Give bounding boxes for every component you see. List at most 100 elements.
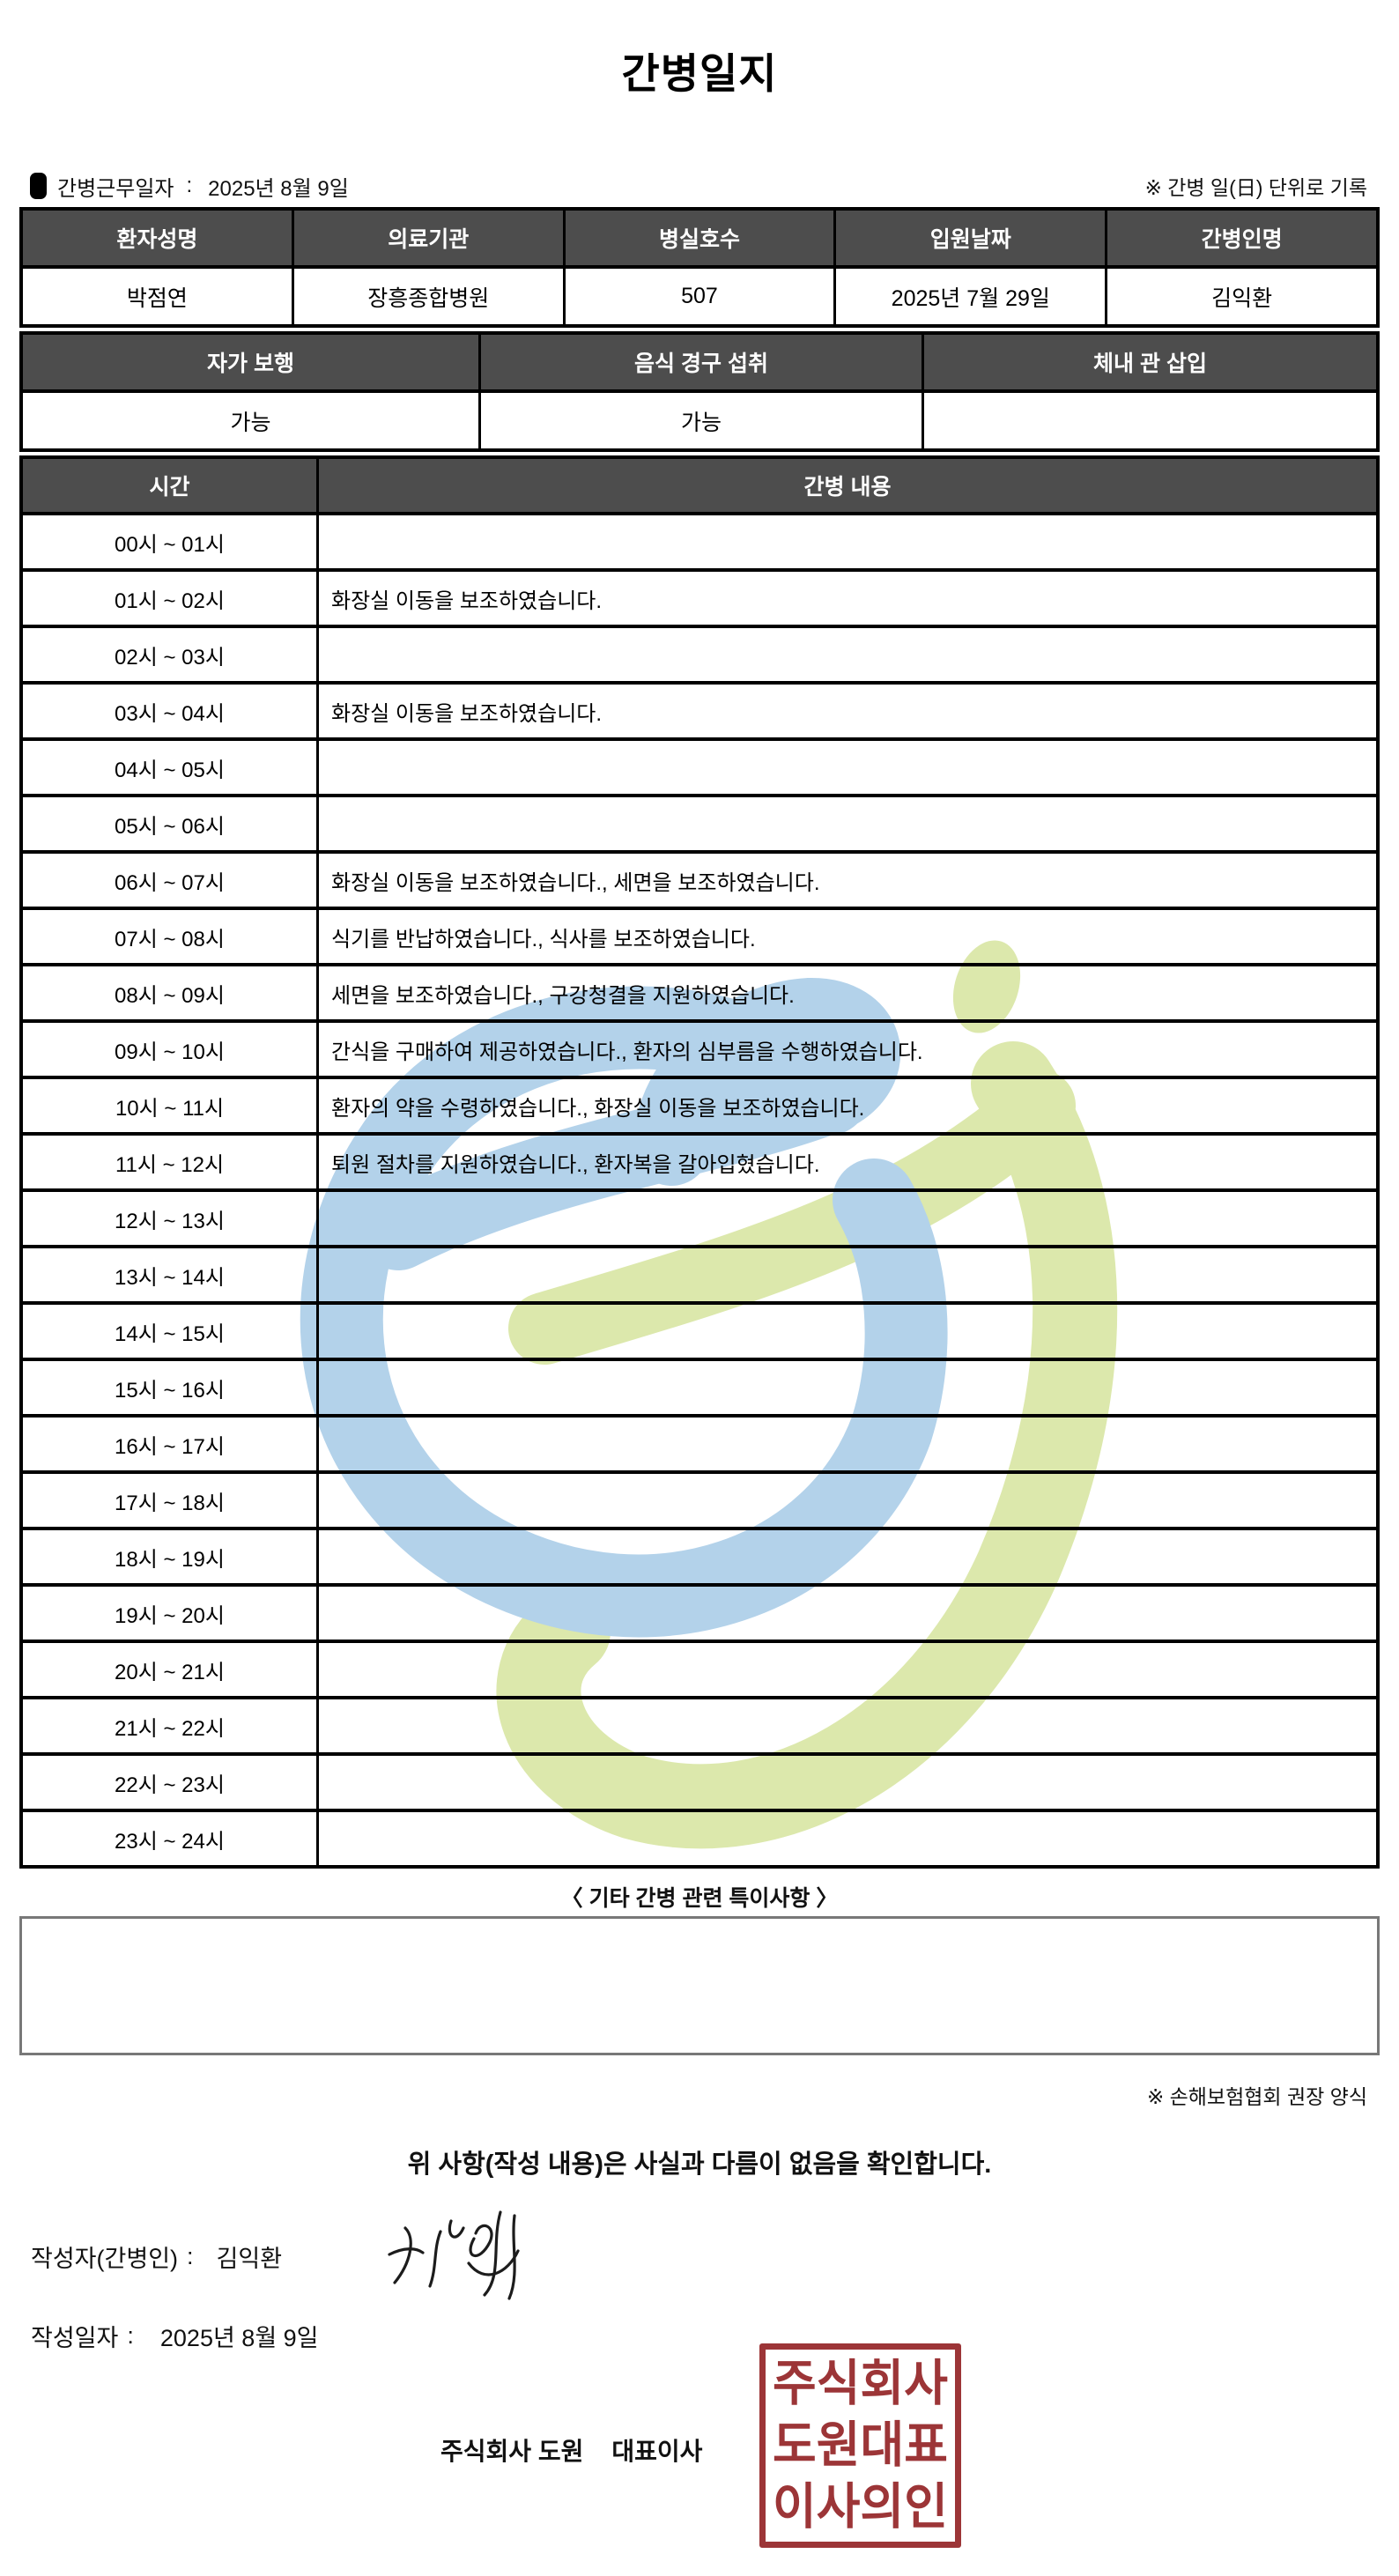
- care-content-cell: [319, 1530, 1376, 1583]
- notes-heading: 〈 기타 간병 관련 특이사항 〉: [560, 1886, 839, 1911]
- care-content-cell: [319, 1756, 1376, 1809]
- time-range-cell: 20시 ~ 21시: [23, 1643, 316, 1696]
- care-content-cell: [319, 1699, 1376, 1752]
- stamp-character: 원: [816, 2417, 861, 2474]
- care-content-cell: 간식을 구매하여 제공하였습니다., 환자의 심부름을 수행하였습니다.: [319, 1023, 1376, 1076]
- time-range-cell: 01시 ~ 02시: [23, 572, 316, 625]
- stamp-character: 의: [860, 2479, 905, 2535]
- status-table-value: 가능: [481, 393, 922, 448]
- company-line: 주식회사 도원 대표이사: [440, 2432, 702, 2468]
- patient-table-value: 박점연: [23, 269, 292, 324]
- stamp-character: 인: [904, 2479, 948, 2535]
- care-content-cell: 세면을 보조하였습니다., 구강청결을 지원하였습니다.: [319, 966, 1376, 1019]
- written-date-colon: :: [127, 2321, 134, 2349]
- writer-line: 작성자(간병인) : 김익환: [0, 2210, 1399, 2300]
- written-date-label: 작성일자: [31, 2324, 119, 2351]
- stamp-character: 이: [773, 2479, 817, 2535]
- form-note: ※ 손해보험협회 권장 양식: [1146, 2085, 1367, 2108]
- care-content-cell: [319, 797, 1376, 850]
- time-range-cell: 23시 ~ 24시: [23, 1812, 316, 1865]
- time-range-cell: 06시 ~ 07시: [23, 854, 316, 907]
- time-range-cell: 08시 ~ 09시: [23, 966, 316, 1019]
- time-range-cell: 09시 ~ 10시: [23, 1023, 316, 1076]
- care-content-cell: [319, 1587, 1376, 1640]
- status-table: 자가 보행 음식 경구 섭취 체내 관 삽입 가능 가능: [19, 331, 1380, 452]
- time-range-cell: 14시 ~ 15시: [23, 1305, 316, 1358]
- time-range-cell: 10시 ~ 11시: [23, 1079, 316, 1132]
- time-range-cell: 15시 ~ 16시: [23, 1361, 316, 1414]
- handwritten-signature: [388, 2210, 520, 2300]
- care-content-cell: [319, 515, 1376, 568]
- time-range-cell: 00시 ~ 01시: [23, 515, 316, 568]
- status-table-value: [924, 393, 1376, 448]
- stamp-character: 사: [816, 2479, 861, 2535]
- care-content-cell: [319, 1361, 1376, 1414]
- time-range-cell: 03시 ~ 04시: [23, 685, 316, 737]
- patient-table-value: 김익환: [1107, 269, 1376, 324]
- unit-note: ※ 간병 일(日) 단위로 기록: [1144, 176, 1367, 199]
- company-name: 주식회사 도원: [440, 2438, 584, 2465]
- time-range-cell: 21시 ~ 22시: [23, 1699, 316, 1752]
- patient-table-header: 환자성명: [23, 211, 292, 265]
- status-table-value: 가능: [23, 393, 478, 448]
- writer-label: 작성자(간병인): [31, 2245, 179, 2272]
- care-content-cell: [319, 1418, 1376, 1470]
- content-column-header: 간병 내용: [319, 459, 1376, 512]
- page-title: 간병일지: [621, 50, 778, 97]
- care-content-cell: [319, 628, 1376, 681]
- bullet-marker-icon: [30, 173, 47, 199]
- patient-table-header: 의료기관: [293, 211, 563, 265]
- status-table-header: 음식 경구 섭취: [481, 335, 922, 389]
- care-content-cell: [319, 741, 1376, 794]
- care-content-cell: [319, 1192, 1376, 1245]
- time-range-cell: 16시 ~ 17시: [23, 1418, 316, 1470]
- work-date-value: 2025년 8월 9일: [208, 176, 349, 201]
- written-date-value: 2025년 8월 9일: [159, 2324, 319, 2351]
- ceo-label: 대표이사: [611, 2438, 703, 2465]
- status-table-header: 체내 관 삽입: [924, 335, 1376, 389]
- patient-table-header: 입원날짜: [836, 211, 1106, 265]
- time-range-cell: 07시 ~ 08시: [23, 910, 316, 963]
- patient-table-value: 507: [565, 269, 834, 324]
- work-date-label: 간병근무일자: [57, 176, 174, 201]
- writer-colon: :: [187, 2242, 194, 2269]
- patient-table-value: 장흥종합병원: [293, 269, 563, 324]
- stamp-character: 대: [860, 2417, 905, 2474]
- care-content-cell: 식기를 반납하였습니다., 식사를 보조하였습니다.: [319, 910, 1376, 963]
- time-column-header: 시간: [23, 459, 316, 512]
- time-range-cell: 22시 ~ 23시: [23, 1756, 316, 1809]
- care-content-cell: [319, 1643, 1376, 1696]
- time-range-cell: 12시 ~ 13시: [23, 1192, 316, 1245]
- stamp-character: 사: [904, 2356, 948, 2412]
- work-date-line: 간병근무일자 : 2025년 8월 9일: [30, 171, 349, 202]
- care-content-cell: [319, 1812, 1376, 1865]
- care-content-cell: [319, 1248, 1376, 1301]
- stamp-character: 주: [773, 2356, 817, 2412]
- care-content-cell: 화장실 이동을 보조하였습니다., 세면을 보조하였습니다.: [319, 854, 1376, 907]
- notes-box: [19, 1916, 1380, 2055]
- care-content-cell: [319, 1474, 1376, 1527]
- patient-table-header: 간병인명: [1107, 211, 1376, 265]
- care-content-cell: [319, 1305, 1376, 1358]
- time-range-cell: 04시 ~ 05시: [23, 741, 316, 794]
- time-range-cell: 11시 ~ 12시: [23, 1136, 316, 1188]
- writer-name: 김익환: [216, 2245, 283, 2272]
- patient-table: 환자성명 의료기관 병실호수 입원날짜 간병인명 박점연 장흥종합병원 507 2025년 7월…: [19, 207, 1380, 328]
- care-content-cell: 화장실 이동을 보조하였습니다.: [319, 685, 1376, 737]
- stamp-character: 도: [773, 2417, 817, 2474]
- stamp-character: 식: [816, 2356, 861, 2412]
- care-content-cell: 퇴원 절차를 지원하였습니다., 환자복을 갈아입혔습니다.: [319, 1136, 1376, 1188]
- time-range-cell: 17시 ~ 18시: [23, 1474, 316, 1527]
- time-range-cell: 05시 ~ 06시: [23, 797, 316, 850]
- work-date-colon: :: [186, 174, 193, 197]
- confirmation-statement: 위 사항(작성 내용)은 사실과 다름이 없음을 확인합니다.: [407, 2150, 992, 2179]
- care-content-cell: 환자의 약을 수령하였습니다., 화장실 이동을 보조하였습니다.: [319, 1079, 1376, 1132]
- time-range-cell: 13시 ~ 14시: [23, 1248, 316, 1301]
- time-range-cell: 18시 ~ 19시: [23, 1530, 316, 1583]
